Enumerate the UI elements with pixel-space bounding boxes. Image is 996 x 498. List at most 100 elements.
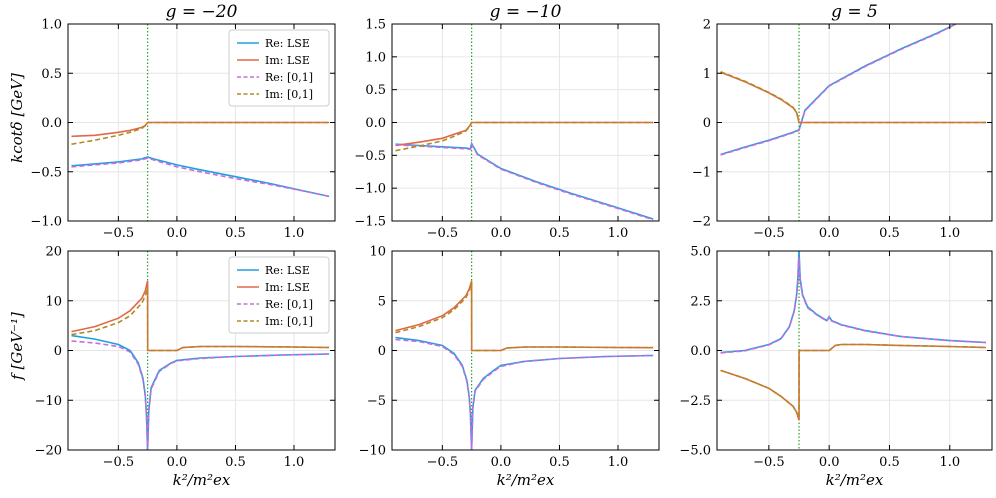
subplot-3: −0.5 0.0 0.5 1.0 −2 −1 0 1 2 g = 5 <box>692 2 993 241</box>
y-tick-label: −1.5 <box>354 215 386 230</box>
y-tick-label: 1.5 <box>365 18 386 33</box>
x-tick-label: 0.0 <box>491 226 512 241</box>
y-tick-label: 1.0 <box>365 50 386 65</box>
x-tick-label: 1.0 <box>939 226 960 241</box>
legend-box <box>228 256 330 334</box>
legend: Re: LSE Im: LSE Re: [0,1] Im: [0,1] <box>228 256 330 334</box>
series-line-re_01 <box>395 141 654 221</box>
x-tick-label: 1.0 <box>608 455 629 470</box>
x-tick-label: 1.0 <box>284 455 305 470</box>
series-line-re_01 <box>720 24 957 156</box>
y-tick-label: 0 <box>703 116 711 131</box>
series-line-re_lse <box>720 24 957 156</box>
y-tick-label: 1 <box>703 67 711 82</box>
legend-label: Re: LSE <box>265 264 310 277</box>
series-line-im_01 <box>720 71 986 124</box>
x-tick-label: 0.5 <box>549 226 570 241</box>
series-line-im_lse <box>395 280 654 352</box>
y-axis-label-bottom: f [GeV⁻¹] <box>8 312 26 381</box>
x-tick-label: 0.5 <box>879 226 900 241</box>
series-line-im_01 <box>720 343 987 419</box>
y-tick-label: 0.5 <box>41 67 62 82</box>
subplot-4: −0.5 0.0 0.5 1.0 −20 −10 0 10 20 k²/m²ex Re: LSE Im… <box>35 245 336 489</box>
y-tick-label: −1 <box>692 165 711 180</box>
series-line-re_lse <box>71 156 330 198</box>
x-tick-label: −0.5 <box>427 226 459 241</box>
series-line-re_01 <box>395 338 654 450</box>
subplot-6: −0.5 0.0 0.5 1.0 −5.0 −2.5 0.0 2.5 5.0 k²/m²ex <box>679 245 993 489</box>
x-tick-label: 0.5 <box>549 455 570 470</box>
series-line-re_lse <box>395 336 654 450</box>
subplot-grid: −0.5 0.0 0.5 1.0 −1.0 −0.5 0.0 0.5 1.0 g = −20 Re:… <box>30 2 993 489</box>
x-tick-label: −0.5 <box>753 455 785 470</box>
y-tick-label: −5.0 <box>679 444 711 459</box>
y-tick-label: −5 <box>367 394 386 409</box>
legend-label: Re: [0,1] <box>265 71 313 84</box>
y-tick-label: 0.0 <box>365 116 386 131</box>
subplot-1: −0.5 0.0 0.5 1.0 −1.0 −0.5 0.0 0.5 1.0 g = −20 Re:… <box>30 2 336 241</box>
x-tick-label: −0.5 <box>753 226 785 241</box>
x-tick-label: 0.5 <box>225 226 246 241</box>
series-line-im_lse <box>395 121 654 147</box>
x-tick-label: 0.0 <box>491 455 512 470</box>
x-tick-label: 1.0 <box>284 226 305 241</box>
legend-label: Im: [0,1] <box>265 88 313 101</box>
series-line-re_01 <box>71 157 330 198</box>
series-line-im_lse <box>71 121 330 138</box>
y-tick-label: 20 <box>45 245 62 260</box>
subplot-5: −0.5 0.0 0.5 1.0 −10 −5 0 5 10 k²/m²ex <box>359 245 660 489</box>
series-line-im_01 <box>71 121 330 145</box>
y-tick-label: 0.5 <box>365 83 386 98</box>
legend-label: Re: [0,1] <box>265 298 313 311</box>
y-tick-label: 0.0 <box>41 116 62 131</box>
legend-label: Re: LSE <box>265 37 310 50</box>
x-tick-label: 0.0 <box>819 455 840 470</box>
y-tick-label: −1.0 <box>30 215 62 230</box>
x-axis-label: k²/m²ex <box>826 471 884 489</box>
series-line-re_01 <box>71 340 330 450</box>
y-tick-label: 10 <box>45 294 62 309</box>
series-line-im_01 <box>395 282 654 352</box>
legend: Re: LSE Im: LSE Re: [0,1] Im: [0,1] <box>228 29 330 107</box>
legend-box <box>228 29 330 107</box>
x-tick-label: 0.0 <box>819 226 840 241</box>
legend-label: Im: LSE <box>265 54 310 67</box>
x-tick-label: 1.0 <box>939 455 960 470</box>
subplot-title: g = −20 <box>166 2 238 22</box>
x-tick-label: −0.5 <box>103 455 135 470</box>
y-axis-label-top: kcotδ [GeV] <box>8 73 26 163</box>
y-tick-label: 5.0 <box>690 245 711 260</box>
y-tick-label: 0 <box>378 344 386 359</box>
y-tick-label: 2.5 <box>690 294 711 309</box>
x-tick-label: 0.0 <box>167 226 188 241</box>
x-axis-label: k²/m²ex <box>497 471 555 489</box>
x-tick-label: −0.5 <box>103 226 135 241</box>
x-tick-label: 1.0 <box>608 226 629 241</box>
subplot-title: g = 5 <box>831 2 878 22</box>
y-tick-label: −1.0 <box>354 182 386 197</box>
y-tick-label: 1.0 <box>41 18 62 33</box>
y-tick-label: −0.5 <box>354 149 386 164</box>
y-tick-label: −2 <box>692 215 711 230</box>
y-tick-label: −0.5 <box>30 165 62 180</box>
y-tick-label: −10 <box>359 444 386 459</box>
series-line-re_01 <box>720 256 987 354</box>
series-line-im_01 <box>71 288 330 352</box>
legend-label: Im: [0,1] <box>265 315 313 328</box>
series-line-re_lse <box>720 251 987 354</box>
subplot-2: −0.5 0.0 0.5 1.0 −1.5 −1.0 −0.5 0.0 0.5 1.0 1.5 g =… <box>354 2 660 241</box>
legend-label: Im: LSE <box>265 281 310 294</box>
y-tick-label: 0 <box>54 344 62 359</box>
y-tick-label: −10 <box>35 394 62 409</box>
y-tick-label: −2.5 <box>679 394 711 409</box>
x-tick-label: 0.5 <box>225 455 246 470</box>
x-tick-label: −0.5 <box>427 455 459 470</box>
y-tick-label: −20 <box>35 444 62 459</box>
x-axis-label: k²/m²ex <box>173 471 231 489</box>
series-line-re_lse <box>71 334 330 450</box>
y-tick-label: 0.0 <box>690 344 711 359</box>
y-tick-label: 5 <box>378 294 386 309</box>
series-line-im_lse <box>720 343 987 421</box>
subplot-title: g = −10 <box>490 2 562 22</box>
